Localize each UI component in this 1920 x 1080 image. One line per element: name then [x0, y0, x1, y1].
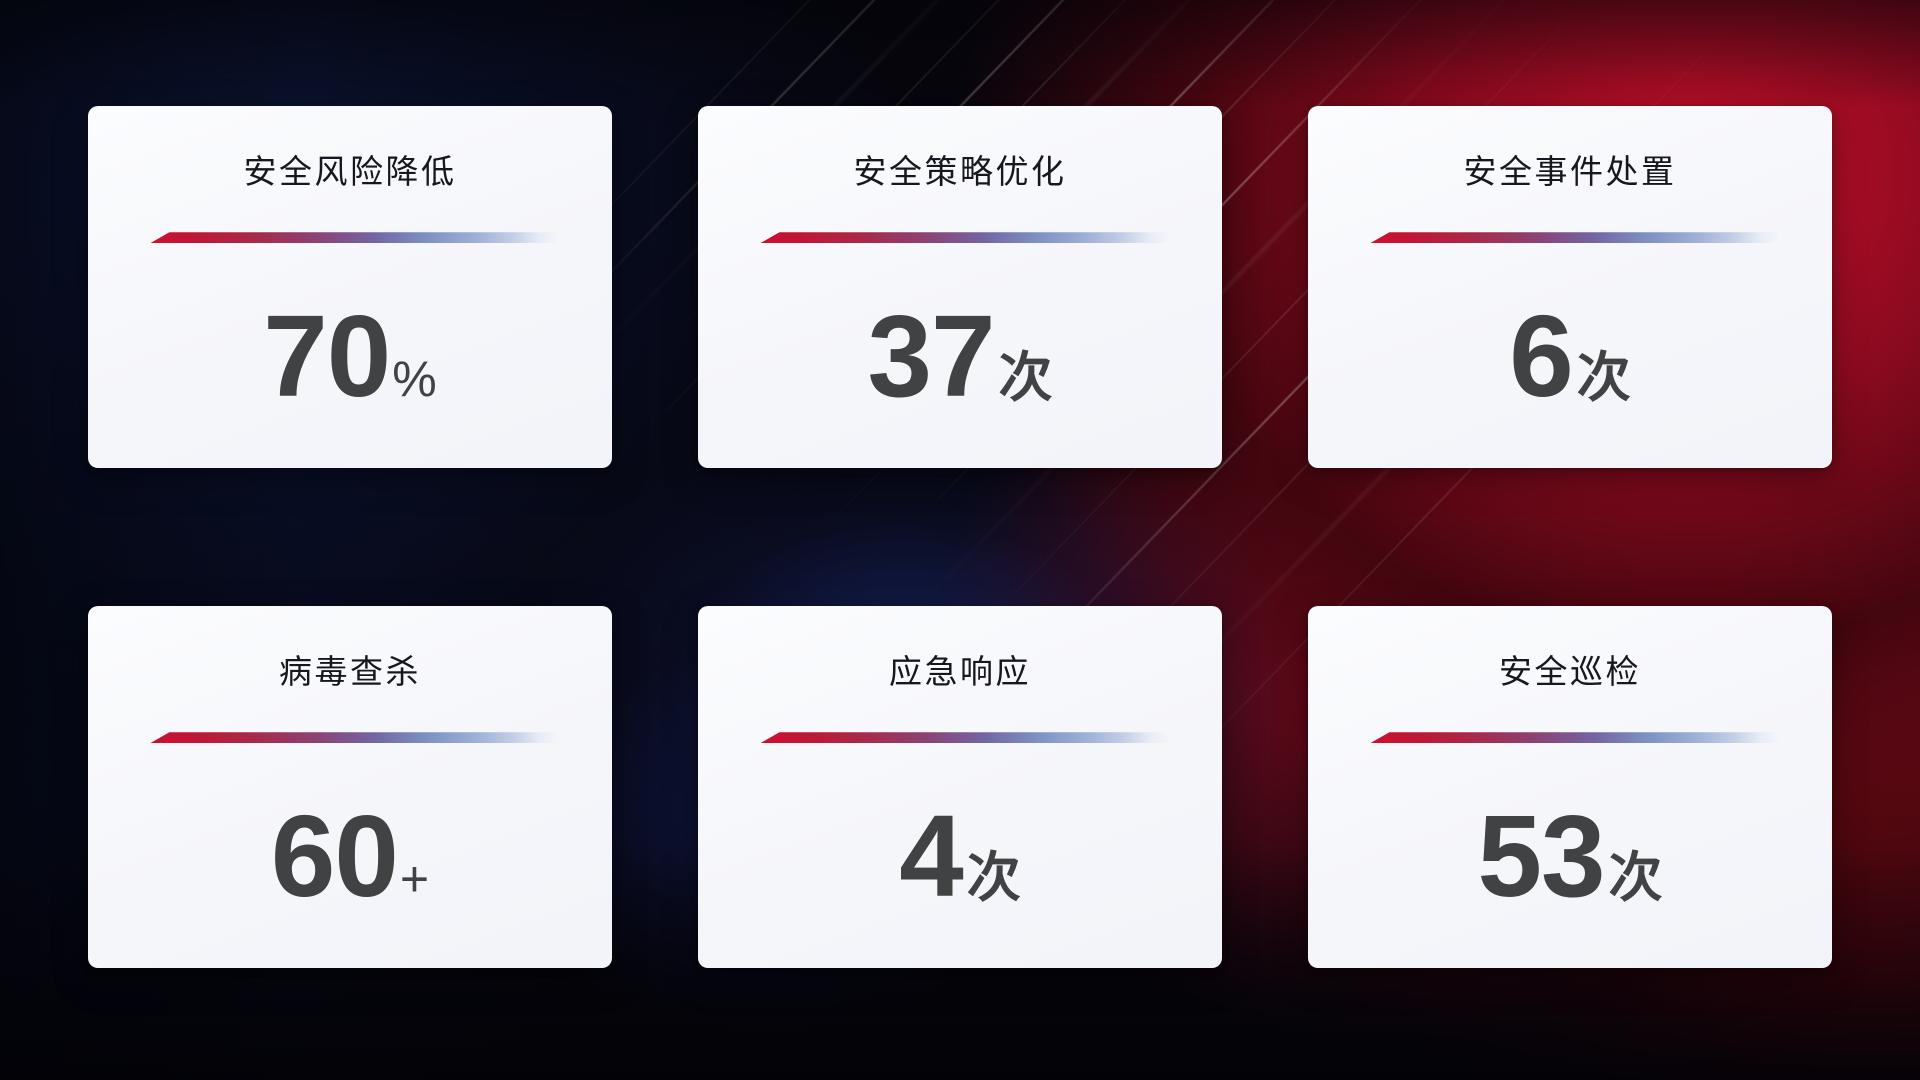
- metric-unit: 次: [1576, 348, 1631, 409]
- metric-card-divider: [140, 732, 560, 744]
- metric-card-title: 安全策略优化: [853, 153, 1067, 190]
- gradient-rule: [1370, 732, 1780, 744]
- metric-value-group: 60 +: [270, 791, 430, 922]
- metric-card-grid: 安全风险降低 70% 安全策略优化 37 次安全事件处置 6 次病毒查杀 60 + 应急响应 4 次安…: [88, 106, 1832, 968]
- metric-unit: +: [399, 851, 430, 908]
- metric-card-divider: [1360, 732, 1780, 744]
- metric-value: 37: [867, 291, 995, 422]
- metric-card-divider: [1360, 232, 1780, 244]
- metric-unit: 次: [1608, 848, 1663, 909]
- metric-card-title: 安全风险降低: [243, 153, 457, 190]
- gradient-rule: [760, 732, 1170, 744]
- metric-value: 6: [1509, 291, 1574, 422]
- metric-card[interactable]: 应急响应 4 次: [698, 606, 1222, 968]
- metric-card-title: 应急响应: [889, 653, 1031, 690]
- metric-card[interactable]: 安全策略优化 37 次: [698, 106, 1222, 468]
- metric-card-divider: [750, 732, 1170, 744]
- metric-card-title: 安全事件处置: [1463, 153, 1677, 190]
- metric-value: 70: [263, 291, 391, 422]
- metric-card-divider: [140, 232, 560, 244]
- metric-card-title: 安全巡检: [1499, 653, 1641, 690]
- metric-value: 53: [1477, 791, 1605, 922]
- metric-card[interactable]: 安全事件处置 6 次: [1308, 106, 1832, 468]
- metric-unit: 次: [998, 348, 1053, 409]
- metric-card-title: 病毒查杀: [279, 653, 421, 690]
- metric-value: 4: [899, 791, 964, 922]
- metric-card-divider: [750, 232, 1170, 244]
- metric-unit: %: [392, 351, 437, 408]
- gradient-rule: [1370, 232, 1780, 244]
- metric-card[interactable]: 安全风险降低 70%: [88, 106, 612, 468]
- gradient-rule: [760, 232, 1170, 244]
- gradient-rule: [150, 232, 560, 244]
- metric-value: 60: [270, 791, 399, 922]
- metric-card[interactable]: 病毒查杀 60 +: [88, 606, 612, 968]
- metric-unit: 次: [966, 848, 1021, 909]
- metric-value-group: 70%: [263, 291, 437, 422]
- metric-value-group: 37 次: [867, 291, 1053, 422]
- gradient-rule: [150, 732, 560, 744]
- metric-card[interactable]: 安全巡检 53 次: [1308, 606, 1832, 968]
- metric-value-group: 53 次: [1477, 791, 1663, 922]
